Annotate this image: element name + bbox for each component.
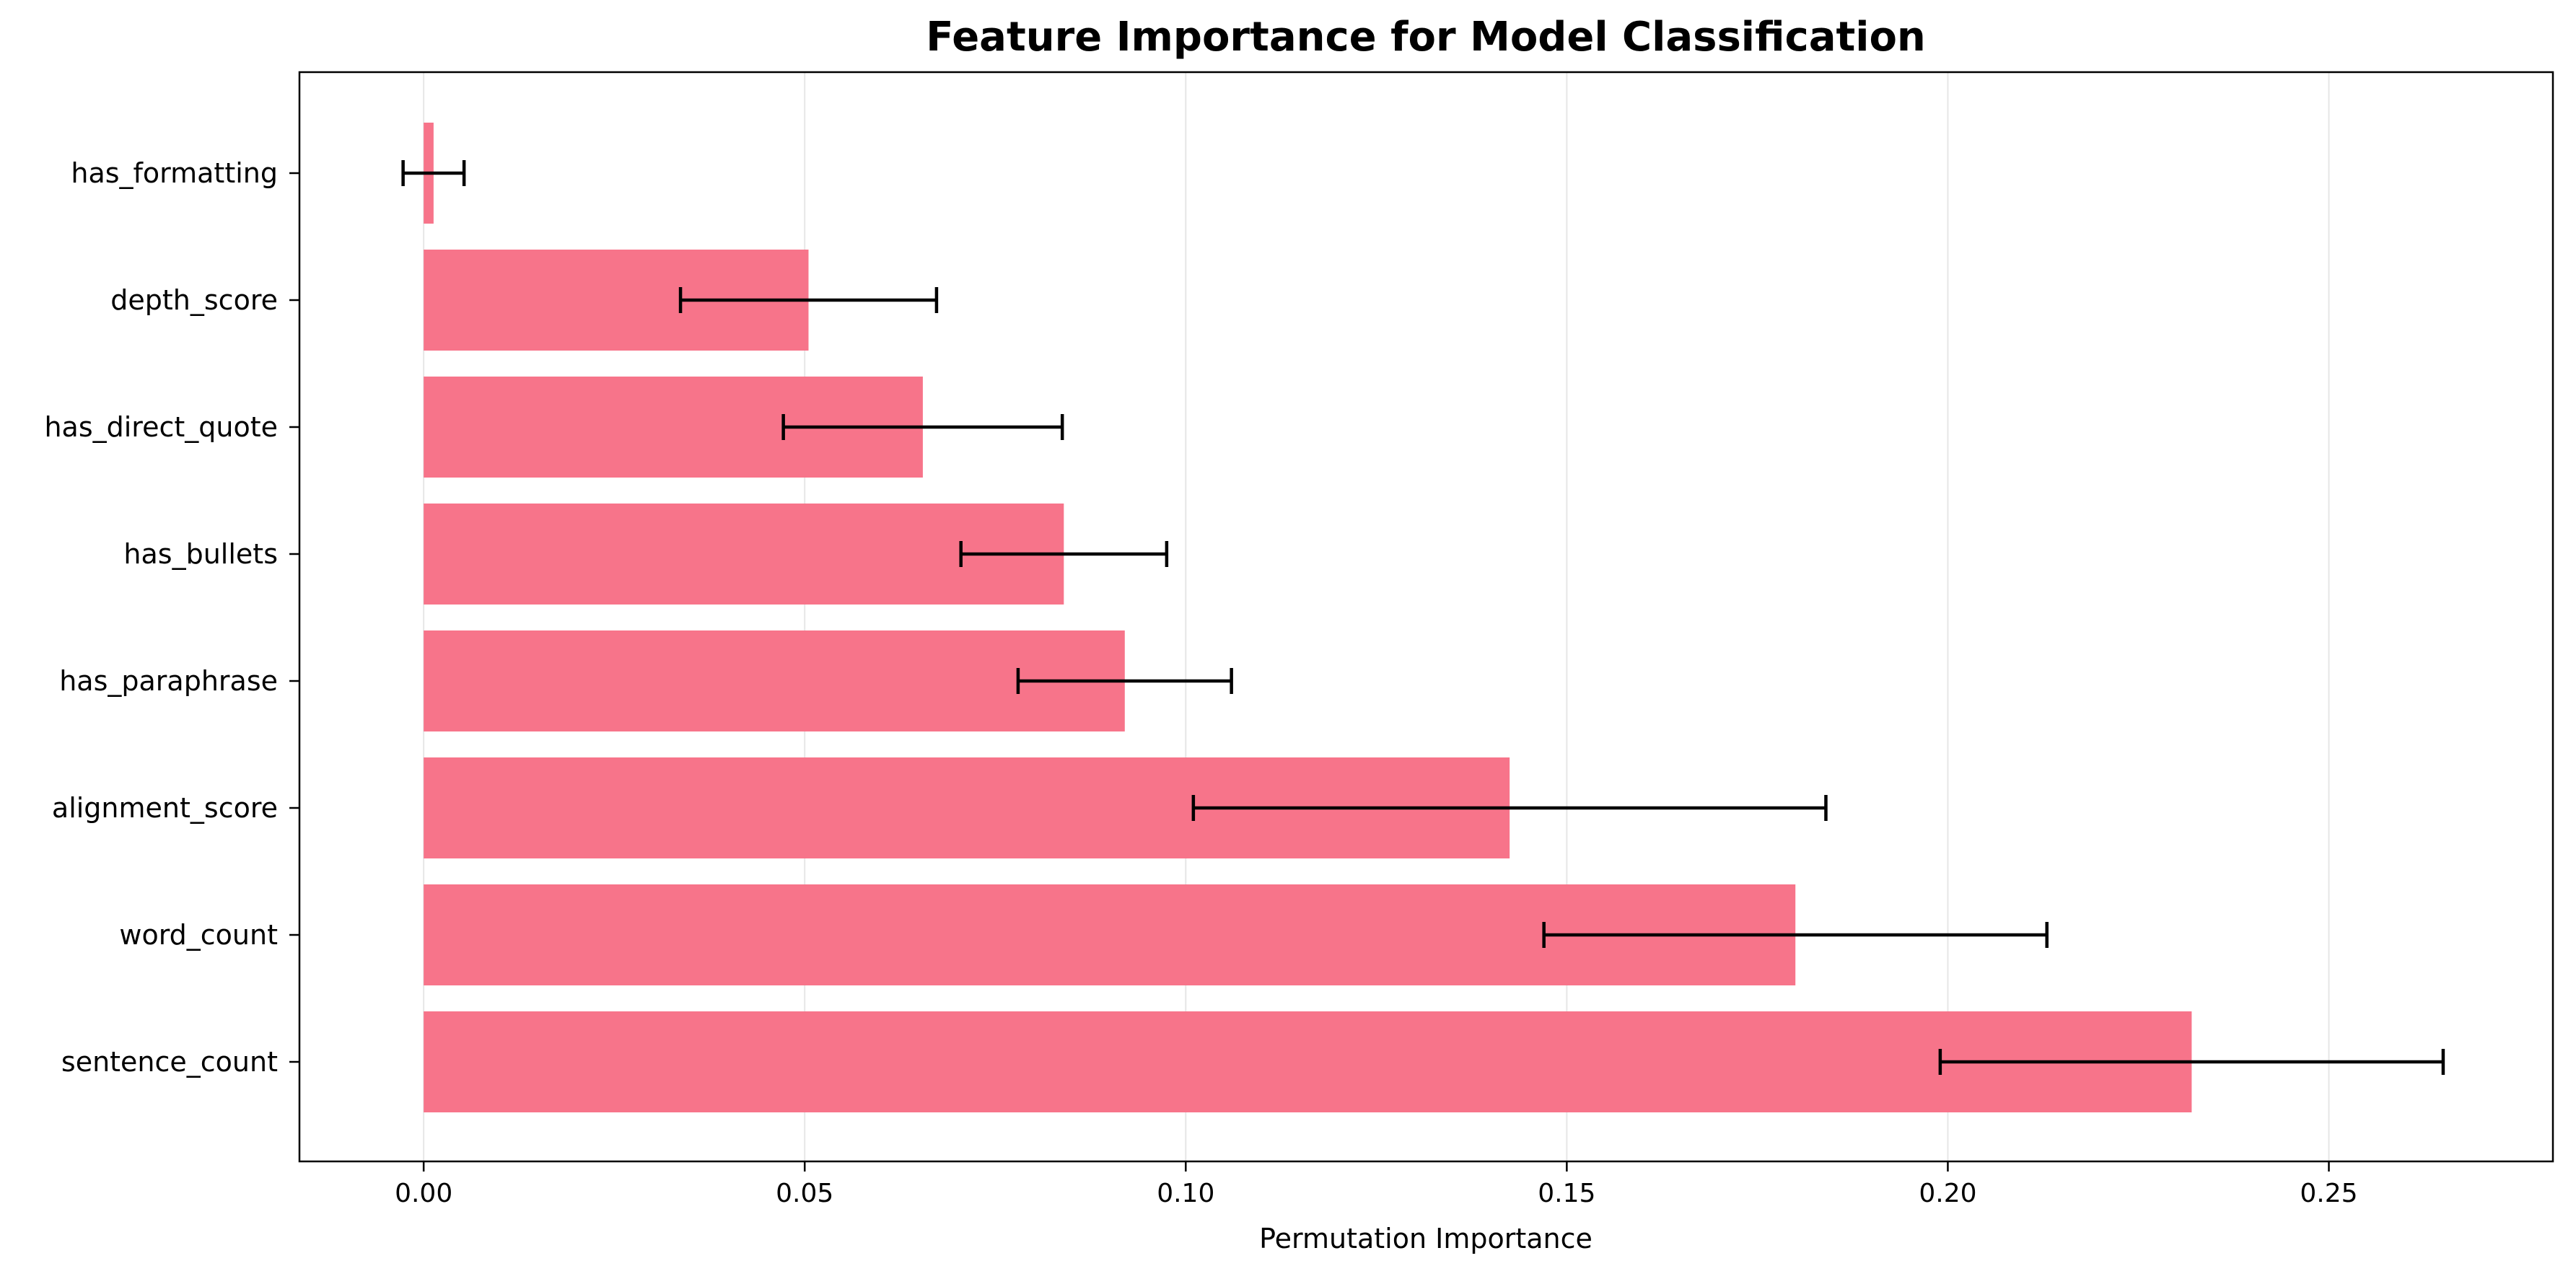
error-bars: [401, 160, 2445, 1075]
x-tick-label: 0.20: [1919, 1179, 1976, 1208]
y-tick-label: sentence_count: [61, 1046, 278, 1078]
y-tick-label: depth_score: [110, 284, 278, 316]
bar-has-bullets: [424, 504, 1064, 605]
bars: [424, 123, 2192, 1112]
x-axis-label: Permutation Importance: [1259, 1223, 1593, 1254]
bar-sentence-count: [424, 1011, 2192, 1112]
y-tick-label: has_paraphrase: [59, 665, 278, 697]
x-tick-label: 0.05: [776, 1179, 833, 1208]
bar-has-paraphrase: [424, 630, 1125, 731]
y-tick-label: has_bullets: [123, 538, 278, 570]
y-tick-label: has_formatting: [71, 157, 278, 189]
x-tick-label: 0.00: [395, 1179, 452, 1208]
plot-frame: [298, 71, 2554, 1163]
x-axis-ticks: 0.00 0.05 0.10 0.15 0.20 0.25: [395, 1161, 2358, 1208]
chart-title: Feature Importance for Model Classificat…: [926, 14, 1926, 61]
x-tick-label: 0.15: [1538, 1179, 1595, 1208]
x-tick-label: 0.10: [1157, 1179, 1214, 1208]
y-tick-label: alignment_score: [52, 792, 278, 824]
y-axis-ticks: sentence_count word_count alignment_score h…: [44, 157, 299, 1078]
x-tick-label: 0.25: [2300, 1179, 2357, 1208]
y-tick-label: has_direct_quote: [44, 411, 278, 443]
grid-lines: [423, 72, 2330, 1161]
y-tick-label: word_count: [119, 919, 278, 951]
